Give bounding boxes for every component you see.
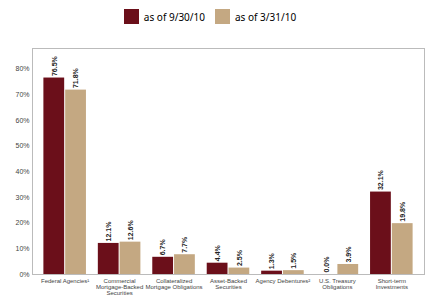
svg-text:Federal Agencies¹: Federal Agencies¹ (41, 278, 89, 284)
svg-text:Short-termInvestments: Short-termInvestments (376, 278, 408, 290)
svg-text:19.8%: 19.8% (399, 201, 406, 222)
svg-text:7.7%: 7.7% (181, 236, 188, 253)
svg-text:32.1%: 32.1% (377, 169, 384, 190)
svg-text:1.3%: 1.3% (268, 252, 275, 269)
svg-text:70%: 70% (15, 91, 29, 98)
svg-text:0.0%: 0.0% (323, 256, 330, 273)
svg-text:10%: 10% (15, 245, 29, 252)
svg-text:1.5%: 1.5% (290, 252, 297, 269)
svg-text:6.7%: 6.7% (159, 239, 166, 256)
svg-text:Asset-BackedSecurities: Asset-BackedSecurities (210, 278, 247, 290)
svg-text:20%: 20% (15, 219, 29, 226)
svg-text:80%: 80% (15, 65, 29, 72)
svg-text:30%: 30% (15, 194, 29, 201)
html-text:as of 9/30/10: as of 9/30/10 (143, 9, 205, 24)
svg-text:76.5%: 76.5% (51, 55, 58, 76)
svg-text:50%: 50% (15, 142, 29, 149)
svg-text:12.1%: 12.1% (105, 221, 112, 242)
html-text:as of 3/31/10: as of 3/31/10 (235, 9, 297, 24)
svg-text:CollateralizedMortgage Obligat: CollateralizedMortgage Obligations (146, 278, 203, 290)
svg-text:12.6%: 12.6% (127, 220, 134, 241)
svg-text:71.8%: 71.8% (72, 67, 79, 88)
svg-text:40%: 40% (15, 168, 29, 175)
svg-text:3.9%: 3.9% (345, 246, 352, 263)
svg-text:60%: 60% (15, 117, 29, 124)
svg-text:Agency Debentures²: Agency Debentures² (256, 278, 311, 284)
svg-text:0%: 0% (19, 271, 29, 278)
svg-text:4.4%: 4.4% (214, 244, 221, 261)
svg-text:2.5%: 2.5% (236, 249, 243, 266)
svg-text:CommercialMortgage-BackedSecur: CommercialMortgage-BackedSecurities (96, 278, 143, 296)
svg-text:U.S. TreasuryObligations: U.S. TreasuryObligations (319, 278, 356, 290)
